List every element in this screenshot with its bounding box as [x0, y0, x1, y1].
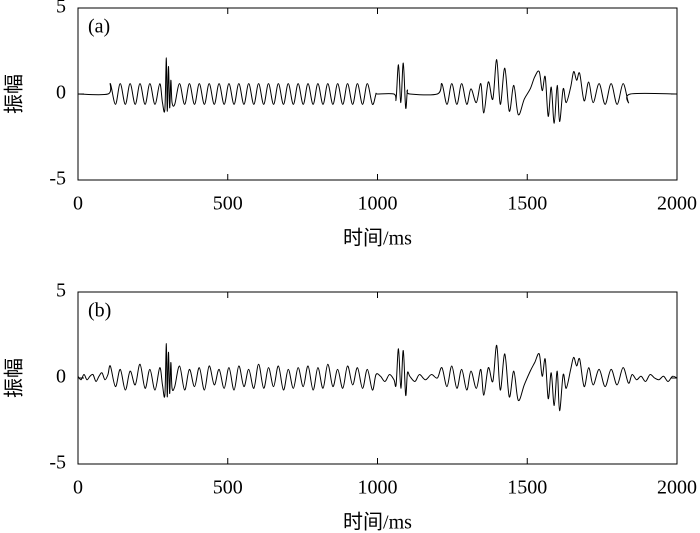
panel-label: (b) — [88, 300, 111, 322]
y-tick-label: 0 — [56, 366, 66, 388]
y-axis-label: 振幅 — [3, 358, 26, 398]
x-tick-label: 1000 — [358, 477, 398, 499]
x-tick-label: 2000 — [657, 193, 697, 215]
x-tick-label: 500 — [213, 193, 243, 215]
signal-line — [77, 343, 678, 412]
x-tick-label: 0 — [73, 477, 83, 499]
x-tick-label: 1500 — [507, 193, 547, 215]
y-axis-label: 振幅 — [3, 74, 26, 114]
y-tick-label: 5 — [56, 280, 66, 302]
x-tick-label: 1500 — [507, 477, 547, 499]
x-tick-label: 500 — [213, 477, 243, 499]
y-tick-label: -5 — [49, 452, 66, 474]
x-tick-label: 0 — [73, 193, 83, 215]
x-axis-label: 时间/ms — [343, 511, 412, 533]
x-tick-label: 2000 — [657, 477, 697, 499]
y-tick-label: 5 — [56, 0, 66, 18]
x-tick-label: 1000 — [358, 193, 398, 215]
x-axis-label: 时间/ms — [343, 227, 412, 250]
y-tick-label: 0 — [56, 82, 66, 104]
signal-line — [77, 57, 678, 124]
panel-label: (a) — [88, 16, 110, 38]
y-tick-label: -5 — [49, 168, 66, 190]
